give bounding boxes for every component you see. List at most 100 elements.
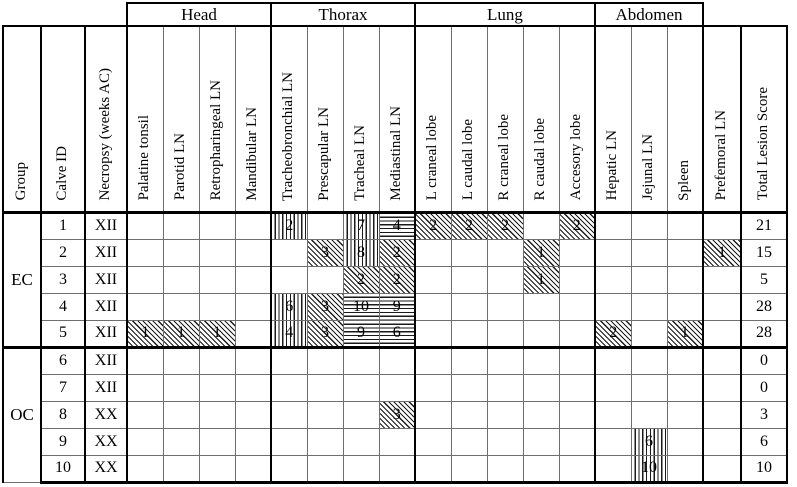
score-cell-r-caudal-lobe [522, 211, 560, 240]
score-cell-parotid-ln [162, 454, 200, 484]
total-score-cell: 15 [740, 238, 788, 267]
necropsy-cell: XII [84, 373, 128, 402]
score-cell-r-craneal-lobe [486, 238, 524, 267]
score-cell-spleen [666, 454, 704, 484]
score-cell-hepatic-ln [594, 292, 632, 321]
score-cell-jejunal-ln [630, 400, 668, 429]
total-score-cell: 10 [740, 454, 788, 484]
total-score-cell: 0 [740, 345, 788, 375]
score-cell-palatine-tonsil [126, 373, 164, 402]
total-score-cell: 5 [740, 265, 788, 294]
score-cell-mediastinal-ln: 4 [378, 211, 416, 240]
col-header-r-craneal-lobe: R craneal lobe [486, 25, 524, 214]
score-cell-mediastinal-ln [378, 373, 416, 402]
score-cell-l-caudal-lobe [450, 373, 488, 402]
score-cell-prescapular-ln: 3 [306, 319, 344, 348]
score-cell-l-craneal-lobe [414, 265, 452, 294]
score-cell-mandibular-ln [234, 427, 272, 456]
table-row: EC 1 XII 2 7 4 2 2 2 2 21 [2, 211, 788, 348]
score-cell-retropharingeal-ln [198, 265, 236, 294]
score-cell-retropharingeal-ln [198, 292, 236, 321]
table-row: 5 XII 1 1 1 4 3 9 6 2 1 28 [3, 319, 788, 348]
col-header-label: Tracheal LN [352, 124, 369, 201]
col-header-label: R craneal lobe [496, 113, 513, 201]
score-cell-mediastinal-ln: 9 [378, 292, 416, 321]
score-cell-r-caudal-lobe [522, 400, 560, 429]
calve-id-cell: 10 [40, 454, 86, 484]
score-cell-accesory-lobe [558, 265, 596, 294]
score-cell-tracheal-ln: 7 [342, 211, 380, 240]
score-cell-mediastinal-ln [378, 454, 416, 484]
score-cell-parotid-ln [162, 211, 200, 240]
score-cell-r-craneal-lobe [486, 400, 524, 429]
calve-id-cell: 3 [40, 265, 86, 294]
score-cell-prescapular-ln [306, 345, 344, 375]
score-cell-palatine-tonsil: 1 [126, 319, 164, 348]
lesion-score-table: Head Thorax Lung Abdomen Group Calve ID Necro… [2, 2, 788, 484]
table-row: 3 XII 2 2 1 5 [3, 265, 788, 294]
col-header-r-caudal-lobe: R caudal lobe [522, 25, 560, 214]
col-header-label: R caudal lobe [532, 118, 549, 201]
score-cell-spleen [666, 292, 704, 321]
score-cell-r-craneal-lobe [486, 265, 524, 294]
table-row: OC 6 XII 0 [2, 345, 788, 483]
score-cell-spleen [666, 400, 704, 429]
score-cell-prescapular-ln [306, 454, 344, 484]
score-cell-palatine-tonsil [126, 265, 164, 294]
score-cell-l-craneal-lobe: 2 [414, 211, 452, 240]
col-header-necropsy-weeks-ac: Necropsy (weeks AC) [84, 25, 128, 214]
score-cell-tracheobronchial-ln [270, 238, 308, 267]
score-cell-spleen: 1 [666, 319, 704, 348]
score-cell-r-craneal-lobe [486, 319, 524, 348]
score-cell-prefemoral-ln [702, 265, 742, 294]
table-head: Head Thorax Lung Abdomen Group Calve ID Necro… [2, 2, 788, 214]
col-header-label: Retropharingeal LN [208, 80, 225, 201]
group-label-ec: EC [2, 211, 42, 348]
score-cell-r-craneal-lobe [486, 292, 524, 321]
col-header-total-lesion-score: Total Lesion Score [740, 25, 788, 214]
score-cell-hepatic-ln [594, 454, 632, 484]
score-cell-retropharingeal-ln [198, 238, 236, 267]
score-cell-r-caudal-lobe [522, 319, 560, 348]
score-cell-tracheobronchial-ln: 2 [270, 211, 308, 240]
score-cell-mandibular-ln [234, 211, 272, 240]
score-cell-r-craneal-lobe [486, 454, 524, 484]
score-cell-tracheal-ln [342, 427, 380, 456]
calve-id-cell: 7 [40, 373, 86, 402]
score-cell-accesory-lobe [558, 427, 596, 456]
score-cell-l-caudal-lobe [450, 427, 488, 456]
score-cell-r-caudal-lobe [522, 454, 560, 484]
score-cell-tracheal-ln [342, 400, 380, 429]
column-group-head: Head [126, 2, 272, 27]
score-cell-jejunal-ln [630, 292, 668, 321]
score-cell-l-caudal-lobe [450, 345, 488, 375]
score-cell-l-craneal-lobe [414, 400, 452, 429]
col-header-label: Parotid LN [172, 133, 189, 201]
col-header-label: Necropsy (weeks AC) [97, 68, 114, 201]
score-cell-retropharingeal-ln [198, 427, 236, 456]
score-cell-tracheal-ln [342, 454, 380, 484]
score-cell-mandibular-ln [234, 400, 272, 429]
table-row: 4 XII 6 3 10 9 28 [3, 292, 788, 321]
score-cell-l-craneal-lobe [414, 345, 452, 375]
score-cell-tracheal-ln: 8 [342, 238, 380, 267]
col-header-label: Mediastinal LN [387, 105, 404, 201]
score-cell-mandibular-ln [234, 454, 272, 484]
score-cell-jejunal-ln [630, 211, 668, 240]
score-cell-prefemoral-ln [702, 427, 742, 456]
score-cell-retropharingeal-ln [198, 211, 236, 240]
score-cell-prescapular-ln [306, 211, 344, 240]
col-header-label: Prescapular LN [316, 106, 333, 201]
score-cell-hepatic-ln [594, 345, 632, 375]
calve-id-cell: 4 [40, 292, 86, 321]
col-header-hepatic-ln: Hepatic LN [594, 25, 632, 214]
col-header-l-caudal-lobe: L caudal lobe [450, 25, 488, 214]
calve-id-cell: 6 [40, 345, 86, 375]
score-cell-mediastinal-ln: 2 [378, 238, 416, 267]
col-header-accesory-lobe: Accesory lobe [558, 25, 596, 214]
score-cell-tracheobronchial-ln: 6 [270, 292, 308, 321]
necropsy-cell: XX [84, 400, 128, 429]
score-cell-jejunal-ln [630, 238, 668, 267]
col-header-label: Hepatic LN [604, 130, 621, 201]
score-cell-palatine-tonsil [126, 400, 164, 429]
